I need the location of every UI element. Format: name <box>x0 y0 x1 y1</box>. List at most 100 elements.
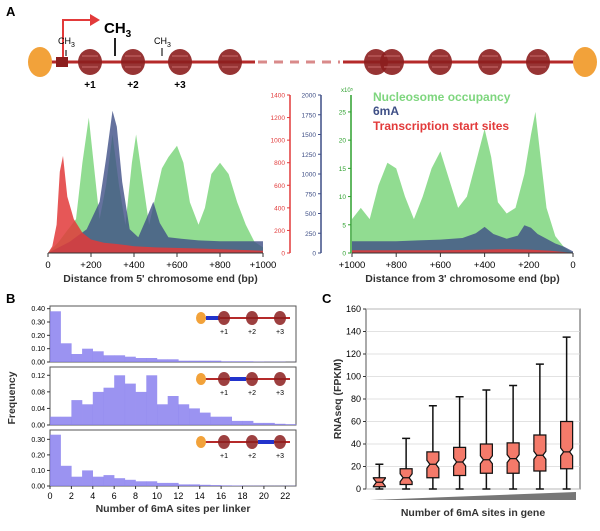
nucleosome-7-icon <box>478 49 502 75</box>
panel-label-c: C <box>322 291 332 306</box>
x-tick-label-b-11: 22 <box>280 491 290 501</box>
chart-c: 0 20 40 60 80 100 120 140 160 Number of 6mA sites… <box>332 304 581 519</box>
hist-b-0-bar-13 <box>189 360 200 362</box>
inset-b-0-position-2: +3 <box>276 329 284 336</box>
y-tick-label-c-0: 0 <box>356 484 361 494</box>
y-tick-label-a-nucleosome-1: 5 <box>342 222 346 229</box>
hist-b-0-bar-12 <box>178 360 190 362</box>
hist-b-2-bar-3 <box>82 470 93 486</box>
y-tick-label-a-m6a-2: 500 <box>305 211 316 218</box>
y-tick-label-a-m6a-7: 1750 <box>302 112 317 119</box>
x-tick-label-b-0: 0 <box>47 491 52 501</box>
y-tick-label-b-1-1: 0.04 <box>31 406 45 413</box>
hist-b-0-bar-5 <box>103 355 115 362</box>
y-tick-label-a-tss-4: 800 <box>274 160 285 167</box>
tss-arrow-icon <box>90 14 100 26</box>
hist-b-0-bar-14 <box>199 360 211 362</box>
y-tick-label-b-0-4: 0.40 <box>31 306 45 313</box>
y-tick-label-c-1: 20 <box>351 462 361 472</box>
inset-b-1-nucleosome-2-icon <box>274 372 286 386</box>
chromosome-schematic: CH3 CH3 CH3 +1 +2 +3 <box>28 14 597 91</box>
hist-b-0-bar-2 <box>71 354 83 362</box>
x-tick-label-b-5: 10 <box>152 491 162 501</box>
hist-b-0-bar-17 <box>231 361 243 362</box>
y-axis-exponent-a: x10⁵ <box>341 87 354 94</box>
x-tick-label-a-right-0: +1000 <box>339 260 366 271</box>
hist-b-2-bar-2 <box>71 476 83 486</box>
inset-b-1-position-0: +1 <box>220 390 228 397</box>
hist-b-1-bar-0 <box>50 416 61 425</box>
hist-b-2-bar-10 <box>157 482 168 486</box>
telomere-left-icon <box>28 47 52 77</box>
y-tick-label-a-tss-6: 1200 <box>271 115 286 122</box>
y-tick-label-c-4: 80 <box>351 394 361 404</box>
hist-b-2-bar-6 <box>114 478 126 486</box>
box-c-6-box <box>533 434 547 472</box>
panel-label-a: A <box>6 4 16 19</box>
chart-a-left: 0 +200 +400 +600 +800 +1000 Distance from 5' c… <box>45 110 277 285</box>
hist-b-2-bar-8 <box>135 481 147 486</box>
hist-b-1-bar-16 <box>221 416 232 425</box>
position-label-1: +1 <box>84 80 96 91</box>
chart-a-right-axes: 0200400600800100012001400025050075010001… <box>271 87 354 258</box>
y-tick-label-b-2-0: 0.00 <box>31 484 45 491</box>
hist-b-2-bar-4 <box>92 476 104 486</box>
y-tick-label-b-0-1: 0.10 <box>31 346 45 353</box>
legend-entry-0: Nucleosome occupancy <box>373 90 511 104</box>
area-a-left-series-2 <box>48 155 263 253</box>
y-tick-label-a-tss-3: 600 <box>274 183 285 190</box>
y-tick-label-a-m6a-4: 1000 <box>302 172 317 179</box>
hist-b-1-bar-5 <box>103 387 115 425</box>
nucleosome-3-icon <box>218 49 242 75</box>
x-tick-label-b-1: 2 <box>69 491 74 501</box>
hist-b-2-bar-9 <box>146 481 158 486</box>
hist-b-1-bar-7 <box>124 383 136 425</box>
hist-b-0-bar-16 <box>221 361 232 362</box>
hist-b-1-bar-12 <box>178 404 190 425</box>
hist-b-0-bar-9 <box>146 358 158 362</box>
hist-b-2-bar-17 <box>231 485 243 486</box>
hist-b-2-bar-7 <box>124 479 136 486</box>
x-tick-label-a-right-3: +400 <box>474 260 495 271</box>
inset-b-0-nucleosome-2-icon <box>274 311 286 325</box>
hist-b-2-bar-14 <box>199 484 211 486</box>
nucleosome-6-icon <box>428 49 452 75</box>
hist-b-0-bar-4 <box>92 351 104 362</box>
x-tick-label-a-left-5: +1000 <box>250 260 277 271</box>
hist-b-1-bar-6 <box>114 375 126 425</box>
x-tick-label-b-4: 8 <box>133 491 138 501</box>
x-tick-label-a-right-1: +800 <box>385 260 406 271</box>
inset-b-1-nucleosome-0-icon <box>218 372 230 386</box>
chart-a-right: +1000 +800 +600 +400 +200 0 Distance from 3' c… <box>339 111 576 285</box>
y-tick-label-c-8: 160 <box>346 304 361 314</box>
position-label-2: +2 <box>127 80 139 91</box>
inset-b-2-telomere-icon <box>196 436 206 448</box>
hist-b-1-bar-11 <box>167 396 179 425</box>
nucleosome-track <box>78 49 550 75</box>
start-site-marker <box>56 57 68 67</box>
y-tick-label-a-m6a-3: 750 <box>305 191 316 198</box>
y-tick-label-b-2-2: 0.20 <box>31 452 45 459</box>
hist-b-1-bar-3 <box>82 404 93 425</box>
hist-b-2-bar-15 <box>210 485 222 486</box>
hist-b-0-bar-8 <box>135 358 147 362</box>
y-tick-label-b-2-3: 0.30 <box>31 437 45 444</box>
x-tick-label-a-left-2: +400 <box>123 260 144 271</box>
tss-arrow-stem <box>62 19 92 57</box>
inset-b-2-nucleosome-1-icon <box>246 435 258 449</box>
hist-b-2-bar-13 <box>189 484 200 486</box>
nucleosome-8-icon <box>526 49 550 75</box>
x-axis-label-c: Number of 6mA sites in gene <box>401 507 545 519</box>
y-tick-label-a-m6a-0: 0 <box>312 251 316 258</box>
legend-entry-1: 6mA <box>373 104 399 118</box>
y-tick-label-a-tss-7: 1400 <box>271 93 286 100</box>
hist-b-1-bar-19 <box>253 422 265 425</box>
y-tick-label-c-6: 120 <box>346 349 361 359</box>
gradient-wedge-c <box>370 492 576 500</box>
x-tick-label-a-left-0: 0 <box>45 260 50 271</box>
inset-b-0-nucleosome-1-icon <box>246 311 258 325</box>
area-a-left-series-1 <box>48 110 263 253</box>
